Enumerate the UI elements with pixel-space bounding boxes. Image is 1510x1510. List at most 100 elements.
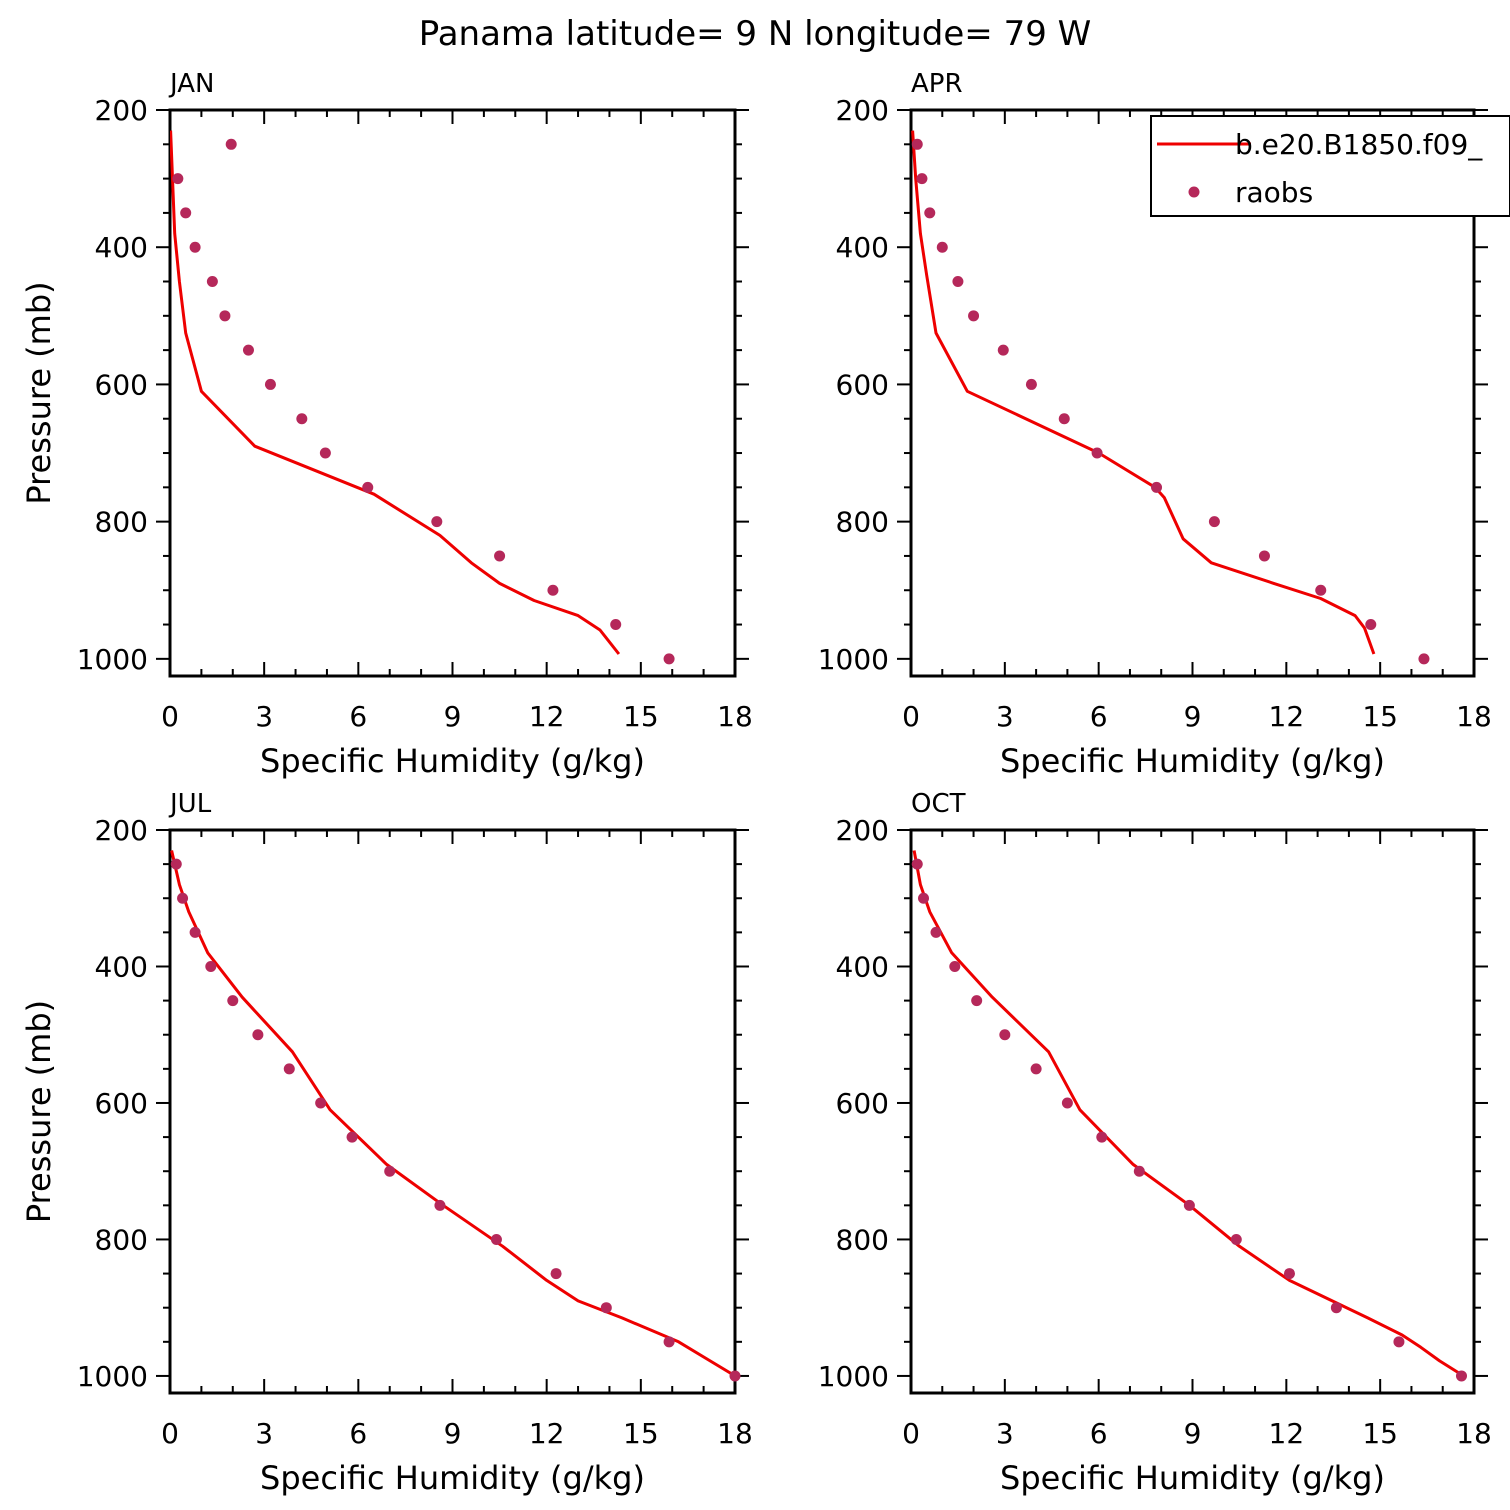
x-tick-label: 15: [1362, 1417, 1398, 1450]
x-tick-label: 3: [996, 1417, 1014, 1450]
y-tick-label: 1000: [818, 643, 889, 676]
raobs-point: [172, 173, 184, 185]
x-tick-label: 3: [996, 700, 1014, 733]
raobs-point: [362, 481, 374, 493]
panel-oct: OCT 0 3 6 9 12 15 18 200 400 600 800 1000 Specific Hu…: [818, 789, 1492, 1497]
y-tick-label: 600: [95, 368, 148, 401]
raobs-point: [1283, 1268, 1295, 1280]
y-tick-label: 200: [95, 94, 148, 127]
x-tick-label: 15: [1362, 700, 1398, 733]
x-tick-label: 0: [161, 700, 179, 733]
legend: b.e20.B1850.f09_raobs: [1150, 115, 1510, 217]
x-tick-label: 18: [1456, 1417, 1492, 1450]
y-tick-label: 600: [836, 1087, 889, 1120]
raobs-point: [610, 619, 622, 631]
raobs-point: [225, 138, 237, 150]
raobs-point: [206, 276, 218, 288]
raobs-point: [550, 1268, 562, 1280]
raobs-point: [434, 1199, 446, 1211]
raobs-point: [1393, 1336, 1405, 1348]
legend-label: b.e20.B1850.f09_: [1235, 128, 1483, 161]
x-tick-label: 15: [623, 700, 659, 733]
panel-label: JUL: [168, 789, 212, 819]
y-tick-label: 600: [836, 368, 889, 401]
raobs-point: [1061, 1097, 1073, 1109]
legend-box: [1150, 115, 1510, 217]
y-axis-label: Pressure (mb): [20, 281, 58, 504]
x-tick-label: 6: [1090, 700, 1108, 733]
raobs-point: [1315, 584, 1327, 596]
raobs-point: [1365, 619, 1377, 631]
raobs-point: [911, 138, 923, 150]
x-tick-label: 9: [444, 1417, 462, 1450]
raobs-point: [952, 276, 964, 288]
raobs-point: [177, 892, 189, 904]
x-axis-label: Specific Humidity (g/kg): [1000, 1459, 1385, 1497]
panel-label: JAN: [168, 69, 214, 99]
x-tick-label: 0: [902, 700, 920, 733]
raobs-point: [431, 516, 443, 528]
panel-jul: JUL 0 3 6 9 12 15 18 200 400 600 800 1000 Specific Hu…: [20, 789, 753, 1497]
x-tick-label: 3: [255, 1417, 273, 1450]
raobs-point: [494, 550, 506, 562]
chart-panels: JAN 0 3 6 9 12 15 18 200 400 600 800 1000 Specific Hu…: [20, 69, 1510, 1497]
y-tick-label: 800: [95, 506, 148, 539]
raobs-point: [252, 1029, 264, 1041]
x-tick-label: 9: [1184, 700, 1202, 733]
raobs-point: [997, 344, 1009, 356]
panel-label: APR: [911, 69, 963, 99]
raobs-point: [999, 1029, 1011, 1041]
y-tick-label: 800: [95, 1223, 148, 1256]
x-tick-label: 18: [717, 700, 753, 733]
raobs-point: [1455, 1370, 1467, 1382]
model-profile-line: [170, 130, 621, 655]
x-tick-label: 12: [529, 700, 565, 733]
raobs-point: [384, 1165, 396, 1177]
y-tick-label: 400: [95, 231, 148, 264]
x-tick-label: 9: [1184, 1417, 1202, 1450]
raobs-point: [205, 960, 217, 972]
raobs-point: [296, 413, 308, 425]
raobs-point: [1230, 1233, 1242, 1245]
raobs-point: [1091, 447, 1103, 459]
raobs-point: [227, 995, 239, 1007]
y-tick-label: 1000: [818, 1360, 889, 1393]
y-tick-label: 800: [836, 1223, 889, 1256]
raobs-point: [315, 1097, 327, 1109]
raobs-point: [949, 960, 961, 972]
x-tick-label: 9: [444, 700, 462, 733]
raobs-point: [971, 995, 983, 1007]
raobs-point: [911, 858, 923, 870]
raobs-point: [547, 584, 559, 596]
raobs-point: [490, 1233, 502, 1245]
y-tick-label: 800: [836, 506, 889, 539]
raobs-point: [189, 241, 201, 253]
raobs-point: [242, 344, 254, 356]
figure-title: Panama latitude= 9 N longitude= 79 W: [419, 14, 1092, 54]
panel-jan: JAN 0 3 6 9 12 15 18 200 400 600 800 1000 Specific Hu…: [20, 69, 753, 780]
panel-label: OCT: [911, 789, 966, 819]
legend-marker-swatch: [1188, 186, 1200, 198]
raobs-point: [729, 1370, 741, 1382]
raobs-point: [219, 310, 231, 322]
raobs-point: [968, 310, 980, 322]
x-tick-label: 12: [1269, 700, 1305, 733]
raobs-point: [924, 207, 936, 219]
y-tick-label: 400: [836, 231, 889, 264]
raobs-point: [1030, 1063, 1042, 1075]
raobs-point: [319, 447, 331, 459]
raobs-point: [936, 241, 948, 253]
raobs-point: [170, 858, 182, 870]
raobs-point: [663, 653, 675, 665]
x-tick-label: 12: [529, 1417, 565, 1450]
raobs-point: [1096, 1131, 1108, 1143]
y-tick-label: 200: [95, 814, 148, 847]
y-axis-label: Pressure (mb): [20, 1000, 58, 1223]
raobs-point: [1025, 378, 1037, 390]
x-axis-label: Specific Humidity (g/kg): [1000, 742, 1385, 780]
raobs-point: [1208, 516, 1220, 528]
x-tick-label: 18: [1456, 700, 1492, 733]
y-tick-label: 400: [836, 950, 889, 983]
raobs-point: [916, 173, 928, 185]
x-tick-label: 6: [349, 700, 367, 733]
